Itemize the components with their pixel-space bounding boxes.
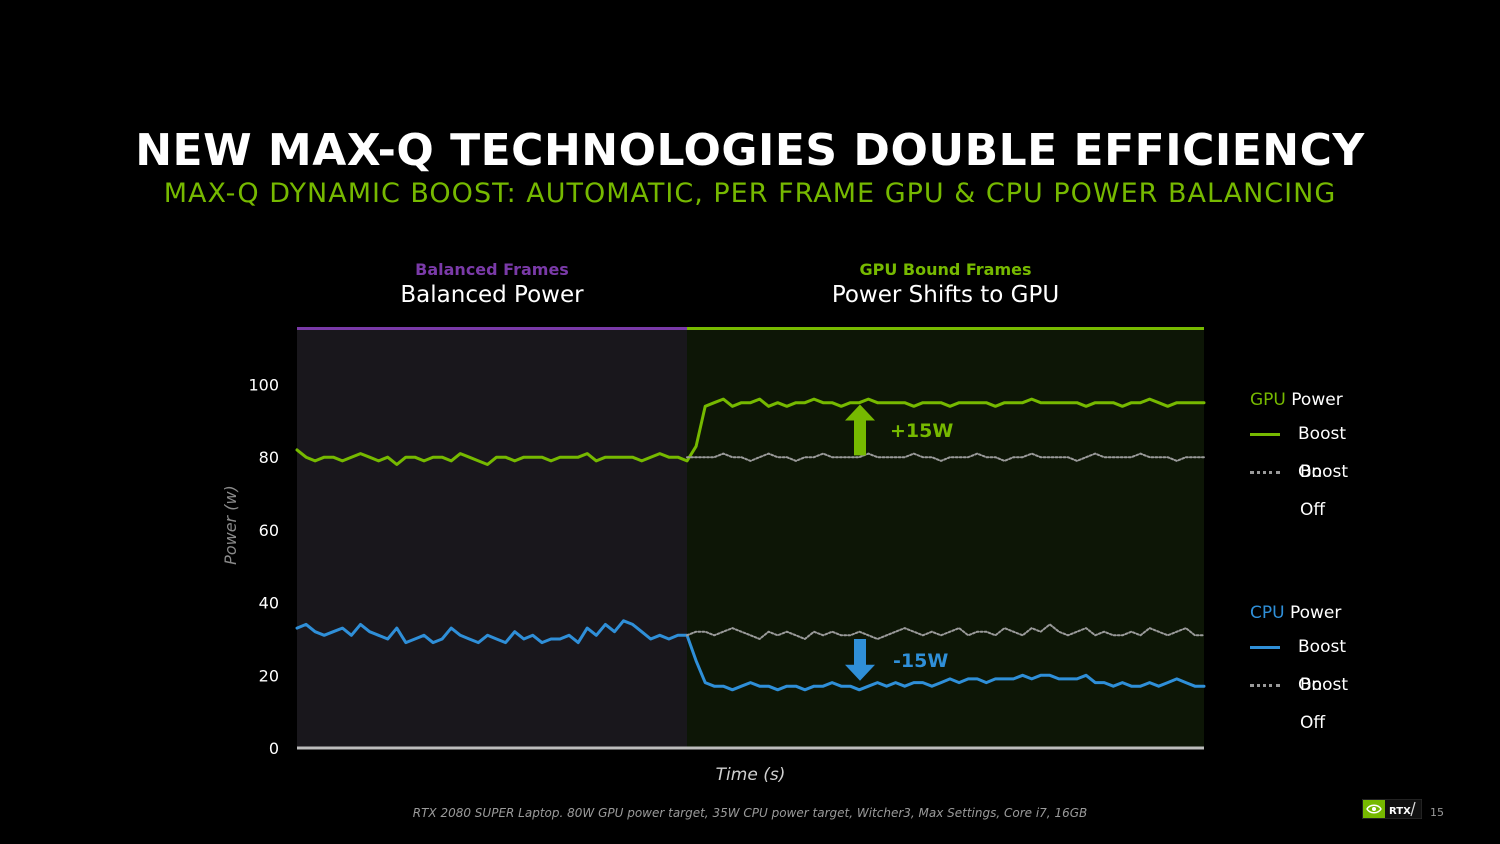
legend-cpu-on-swatch: [1250, 646, 1280, 649]
section-balanced-heading: Balanced Power: [400, 282, 584, 308]
series-line-gpu-power-boost-on: [295, 397, 1206, 466]
legend-cpu-boost-on: Boost On: [1250, 628, 1346, 695]
y-tick-label-0: 0: [269, 739, 279, 758]
legend-cpu-off-label: Boost Off: [1300, 675, 1348, 733]
gpu-delta-label: +15W: [890, 420, 953, 442]
gpu-up-arrow-icon: [845, 404, 875, 456]
legend-gpu-title: GPU Power: [1250, 390, 1343, 410]
slide-subtitle: MAX-Q DYNAMIC BOOST: AUTOMATIC, PER FRAM…: [163, 178, 1337, 209]
legend-gpu-on-swatch: [1250, 433, 1280, 436]
legend-gpu-accent: GPU: [1250, 390, 1286, 410]
nvidia-rtx-logo: RTX: [1362, 799, 1422, 819]
y-tick-label-100: 100: [248, 376, 279, 395]
region-1-background: [687, 330, 1204, 748]
section-gpu-bound-kicker: GPU Bound Frames: [859, 260, 1032, 279]
section-gpu-bound-heading: Power Shifts to GPU: [831, 282, 1060, 308]
legend-cpu-boost-off: Boost Off: [1250, 666, 1348, 733]
legend-gpu-off-label: Boost Off: [1300, 462, 1348, 520]
legend-cpu-off-swatch: [1250, 684, 1280, 687]
y-tick-label-20: 20: [259, 666, 279, 685]
page-number: 15: [1430, 806, 1444, 819]
y-tick-label-40: 40: [259, 594, 279, 613]
legend-cpu-on-label: Boost On: [1298, 637, 1346, 695]
series-line-cpu-power-boost-on: [295, 619, 1206, 692]
section-balanced-kicker: Balanced Frames: [415, 260, 569, 279]
section-balanced: Balanced Frames Balanced Power: [297, 260, 687, 308]
slide-title: NEW MAX-Q TECHNOLOGIES DOUBLE EFFICIENCY: [135, 125, 1365, 176]
legend-cpu-accent: CPU: [1250, 603, 1285, 623]
x-axis-label: Time (s): [716, 765, 786, 785]
series-line-gpu-power-boost-off: [686, 452, 1205, 462]
region-0-background: [297, 330, 688, 748]
legend-gpu-rest: Power: [1285, 390, 1343, 410]
section-gpu-bound: GPU Bound Frames Power Shifts to GPU: [687, 260, 1204, 308]
legend-cpu: CPU Power Boost On Boost Off: [1250, 603, 1348, 733]
region-1-top-bar: [687, 327, 1204, 330]
legend-cpu-title: CPU Power: [1250, 603, 1341, 623]
y-tick-label-60: 60: [259, 521, 279, 540]
legend-gpu-boost-off: Boost Off: [1250, 453, 1348, 520]
legend-gpu-boost-on: Boost On: [1250, 415, 1346, 482]
region-0-top-bar: [297, 327, 688, 330]
footnote: RTX 2080 SUPER Laptop. 80W GPU power tar…: [412, 806, 1088, 820]
series-line-cpu-power-boost-off: [686, 623, 1205, 640]
brand-text: RTX: [1389, 806, 1411, 817]
cpu-down-arrow-icon: [845, 638, 875, 681]
y-axis-label: Power (w): [221, 485, 240, 565]
legend-gpu-off-swatch: [1250, 471, 1280, 474]
legend-gpu: GPU Power Boost On Boost Off: [1250, 390, 1348, 520]
legend-gpu-on-label: Boost On: [1298, 424, 1346, 482]
y-tick-label-80: 80: [259, 448, 279, 467]
cpu-delta-label: -15W: [893, 650, 948, 672]
legend-cpu-rest: Power: [1284, 603, 1342, 623]
